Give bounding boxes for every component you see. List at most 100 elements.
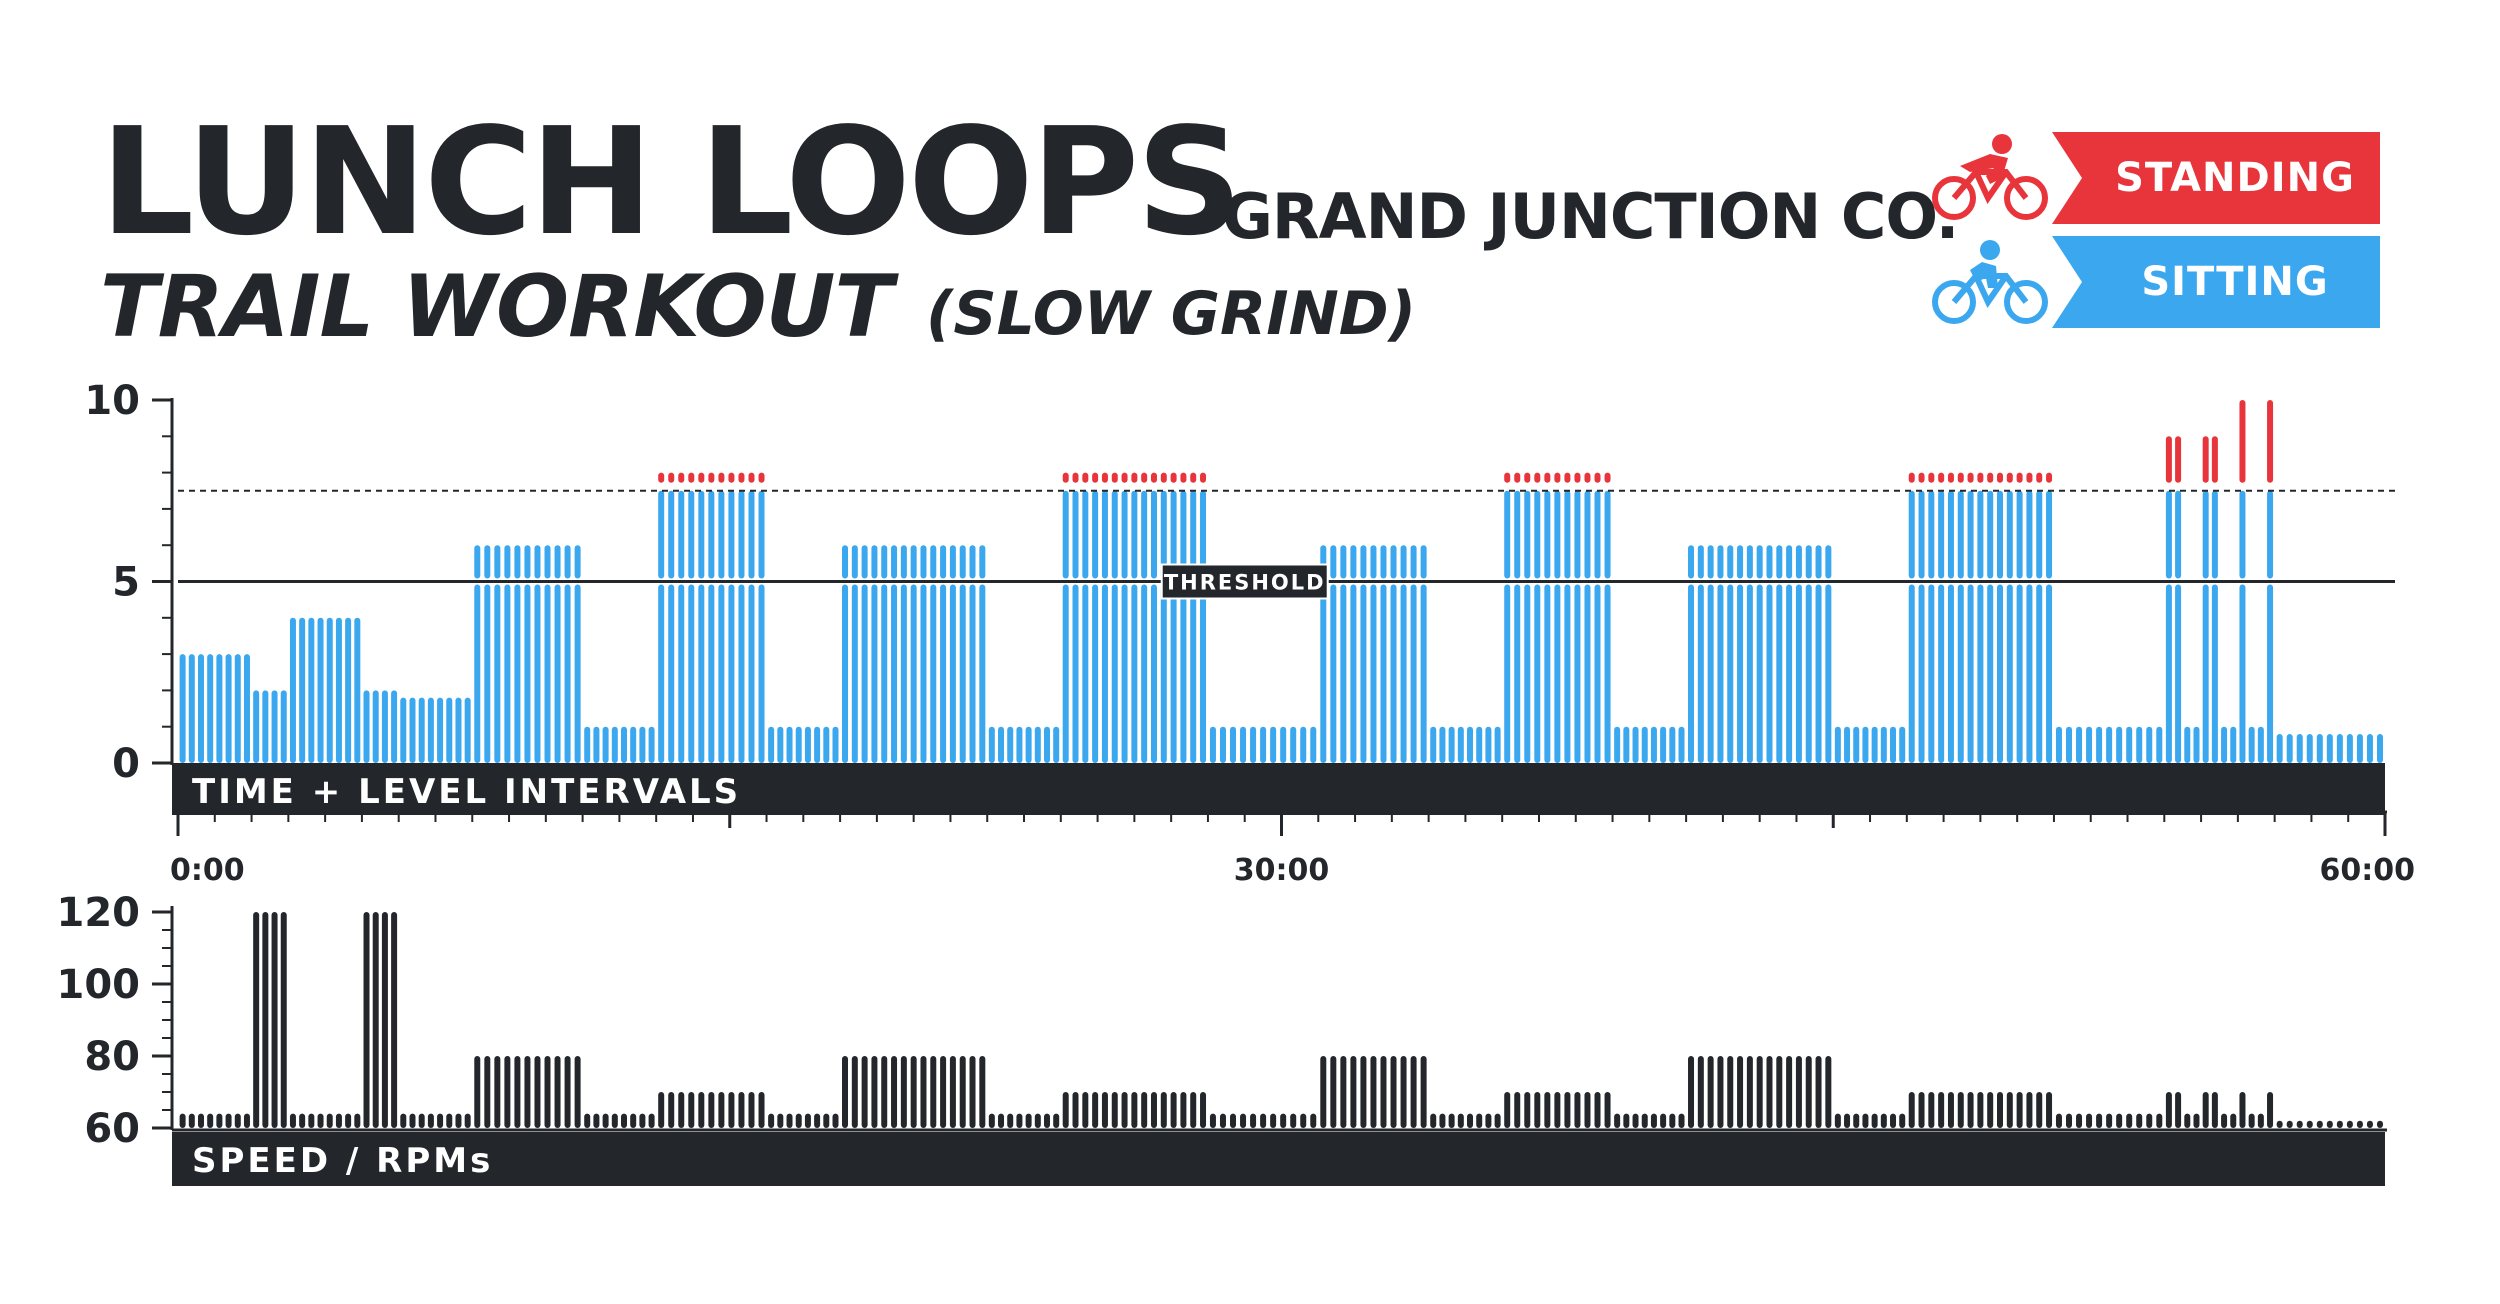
rpm-bar — [1420, 1056, 1427, 1128]
standing-bar — [2165, 436, 2172, 483]
level-bar — [861, 584, 868, 763]
standing-bar — [1504, 472, 1511, 483]
level-bar — [1737, 584, 1744, 763]
threshold-label-box — [1160, 563, 1329, 600]
level-bar — [1170, 490, 1177, 579]
level-bar — [1160, 584, 1167, 763]
level-bar — [216, 654, 223, 763]
standing-bar — [1938, 472, 1945, 483]
level-bar — [639, 726, 646, 763]
rpm-bar — [2116, 1113, 2123, 1128]
level-bar — [2055, 726, 2062, 763]
level-bar — [1776, 584, 1783, 763]
level-bar — [1574, 490, 1581, 579]
level-bar — [363, 690, 370, 763]
level-bar — [2136, 726, 2143, 763]
rpm-bar — [2193, 1113, 2200, 1128]
level-bar — [728, 584, 735, 763]
rpm-bar — [1504, 1092, 1511, 1128]
level-bar — [179, 654, 186, 763]
rpm-y-tick-label: 80 — [84, 1034, 140, 1080]
rpm-bar — [1554, 1092, 1561, 1128]
rpm-bar — [2184, 1113, 2191, 1128]
level-bar — [678, 584, 685, 763]
rpm-bar — [234, 1113, 241, 1128]
level-bar — [698, 490, 705, 579]
rpm-bar — [1410, 1056, 1417, 1128]
level-bar — [2006, 490, 2013, 579]
standing-bar — [2006, 472, 2013, 483]
standing-bar — [2267, 400, 2274, 483]
rpm-bar — [253, 912, 260, 1128]
level-bar — [1034, 726, 1041, 763]
level-bar — [698, 584, 705, 763]
level-bar — [1082, 490, 1089, 579]
level-bar — [234, 654, 241, 763]
rpm-bar — [708, 1092, 715, 1128]
level-bar — [814, 726, 821, 763]
rpm-bar — [1737, 1056, 1744, 1128]
level-bar — [1997, 490, 2004, 579]
rpm-bar — [2276, 1120, 2283, 1128]
level-bar — [2175, 584, 2182, 763]
level-bar — [1219, 726, 1226, 763]
level-bar — [554, 584, 561, 763]
rpm-bar — [1544, 1092, 1551, 1128]
level-bar — [1524, 584, 1531, 763]
level-bar — [1899, 726, 1906, 763]
level-bar — [2086, 726, 2093, 763]
standing-bar — [1150, 472, 1157, 483]
standing-bar — [1604, 472, 1611, 483]
level-bar — [832, 726, 839, 763]
rpm-bar — [1485, 1113, 1492, 1128]
level-bar — [2230, 726, 2237, 763]
level-bar — [2257, 726, 2264, 763]
level-bar — [474, 584, 481, 763]
rpm-bar — [920, 1056, 927, 1128]
rpm-bar — [688, 1092, 695, 1128]
level-bar — [1420, 584, 1427, 763]
level-bar — [1360, 584, 1367, 763]
level-bar — [1938, 584, 1945, 763]
level-bar — [446, 697, 453, 763]
rpm-bar — [1938, 1092, 1945, 1128]
rpm-bar — [786, 1113, 793, 1128]
level-bar — [524, 584, 531, 763]
rpm-bar — [2230, 1113, 2237, 1128]
rpm-bar — [2202, 1092, 2209, 1128]
level-bar — [1688, 584, 1695, 763]
standing-bar — [1977, 472, 1984, 483]
level-bar — [1280, 726, 1287, 763]
level-bar — [381, 690, 388, 763]
rpm-bar — [1890, 1113, 1897, 1128]
level-bar — [2006, 584, 2013, 763]
level-chart: THRESHOLD 0 5 10 TIME + LEVEL INTERVALS 0:00 3… — [84, 378, 2415, 888]
level-bar — [1717, 584, 1724, 763]
rpm-chart: 60 80 100 120 SPEED / RPMs — [57, 890, 2387, 1186]
standing-bar — [708, 472, 715, 483]
level-bar — [1947, 584, 1954, 763]
standing-bar — [718, 472, 725, 483]
level-bar — [2239, 584, 2246, 763]
level-bar — [2156, 726, 2163, 763]
level-bar — [959, 584, 966, 763]
rpm-bar — [464, 1113, 471, 1128]
level-bar — [1880, 726, 1887, 763]
rpm-bar — [1604, 1092, 1611, 1128]
level-bar — [1360, 545, 1367, 579]
rpm-bar — [1853, 1113, 1860, 1128]
rpm-bar — [1795, 1056, 1802, 1128]
rpm-bar — [2086, 1113, 2093, 1128]
rpm-bar — [768, 1113, 775, 1128]
level-bar — [1310, 726, 1317, 763]
level-bar — [2016, 584, 2023, 763]
level-bar — [514, 584, 521, 763]
level-bar — [544, 584, 551, 763]
level-bar — [1815, 545, 1822, 579]
level-bar — [1092, 490, 1099, 579]
rpm-bar — [832, 1113, 839, 1128]
rpm-bar — [262, 912, 269, 1128]
level-y-tick-label: 10 — [84, 378, 140, 424]
rpm-bar — [1574, 1092, 1581, 1128]
level-bar — [1786, 545, 1793, 579]
